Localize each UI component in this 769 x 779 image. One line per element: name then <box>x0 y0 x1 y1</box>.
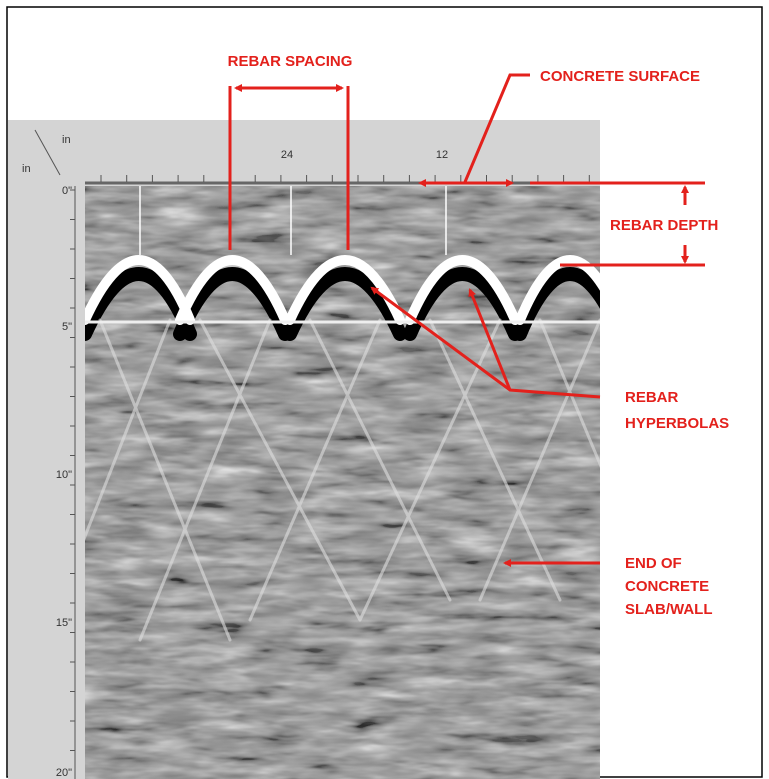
depth-label: 20" <box>56 767 72 779</box>
depth-label: 0" <box>62 185 72 197</box>
end-concrete-label: END OF <box>625 555 682 572</box>
top-label: 24 <box>281 149 293 161</box>
radargram <box>60 186 640 779</box>
axis-unit: in <box>62 134 71 146</box>
concrete-surface-label: CONCRETE SURFACE <box>540 68 700 85</box>
figure: in in 24 12 0" 5" 10" 15" 20" REBAR SPAC… <box>0 0 769 779</box>
depth-label: 15" <box>56 617 72 629</box>
end-concrete-label: CONCRETE <box>625 578 709 595</box>
top-label: 12 <box>436 149 448 161</box>
hyperbolas-label: HYPERBOLAS <box>625 415 729 432</box>
rebar-depth-label: REBAR DEPTH <box>610 217 718 234</box>
rebar-spacing-label: REBAR SPACING <box>228 53 353 70</box>
axis-unit: in <box>22 163 31 175</box>
depth-label: 5" <box>62 321 72 333</box>
end-concrete-label: SLAB/WALL <box>625 601 713 618</box>
hyperbolas-label: REBAR <box>625 389 679 406</box>
depth-label: 10" <box>56 469 72 481</box>
